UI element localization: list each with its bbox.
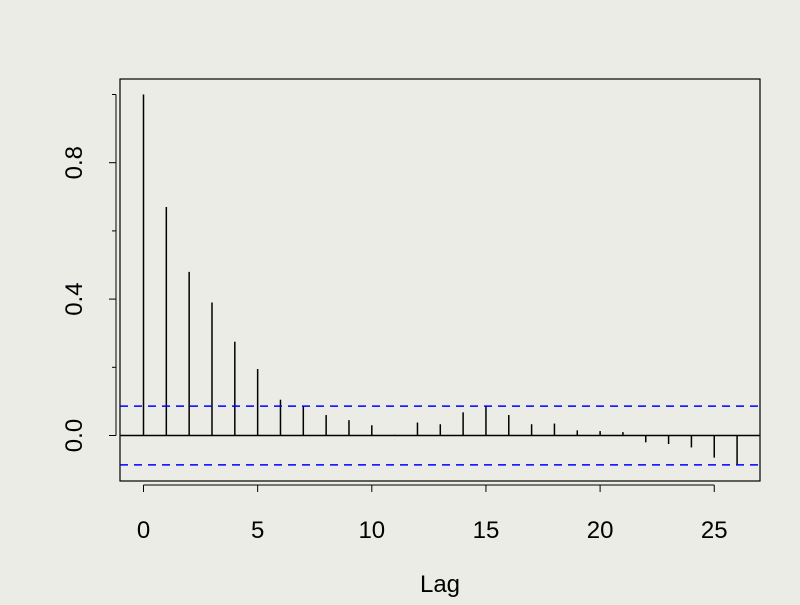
plot-frame [119, 78, 761, 482]
x-tick-label: 10 [358, 517, 385, 544]
acf-bars [120, 94, 760, 465]
x-tick-label: 25 [701, 517, 728, 544]
confidence-band [120, 405, 760, 466]
x-tick-label: 15 [473, 517, 500, 544]
y-tick-label: 0.4 [61, 282, 88, 315]
x-tick-label: 0 [137, 517, 150, 544]
y-axis: 0.0 0.4 0.8 [61, 94, 117, 452]
x-axis: 0 5 10 15 20 25 [137, 484, 728, 544]
y-tick-label: 0.0 [61, 419, 88, 452]
x-tick-label: 20 [587, 517, 614, 544]
x-tick-label: 5 [251, 517, 264, 544]
x-axis-label: Lag [420, 571, 460, 598]
y-tick-label: 0.8 [61, 146, 88, 179]
